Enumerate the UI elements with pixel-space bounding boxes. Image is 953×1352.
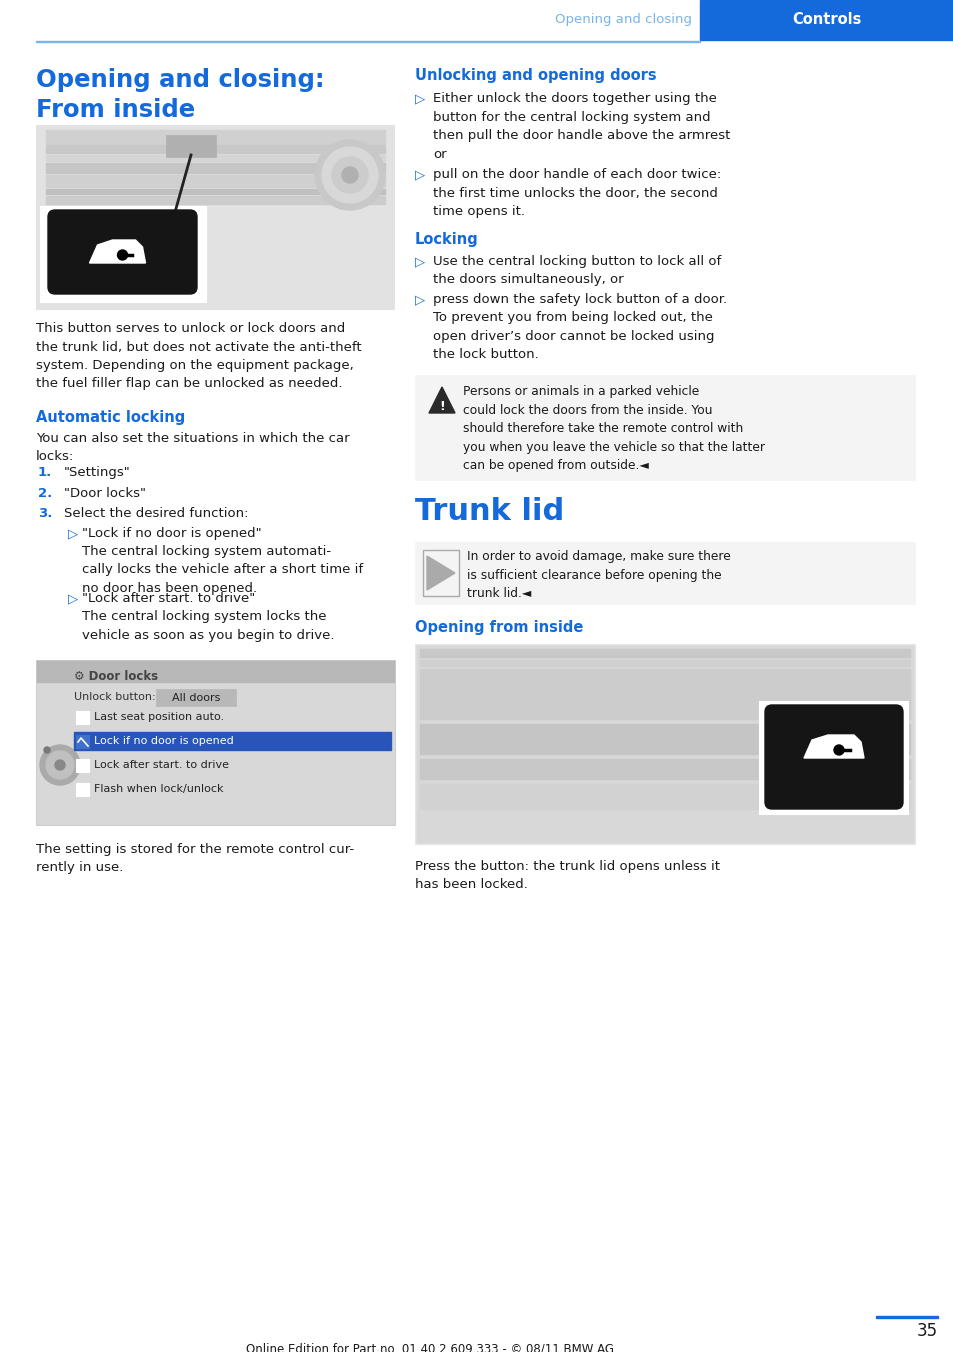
Bar [41,207,206,301]
Text: Opening and closing: Opening and closing [555,14,691,27]
Text: Lock after start. to drive: Lock after start. to drive [94,760,229,771]
Bar [76,735,89,748]
Bar [760,702,907,814]
Circle shape [55,760,65,771]
Text: "Door locks": "Door locks" [64,487,146,500]
Circle shape [322,147,377,203]
Bar [419,784,909,808]
Bar [37,661,394,823]
Bar [37,661,394,681]
Text: press down the safety lock button of a door.
To prevent you from being locked ou: press down the safety lock button of a d… [433,293,726,361]
Circle shape [332,157,368,193]
Polygon shape [90,241,146,264]
Text: Use the central locking button to lock all of
the doors simultaneously, or: Use the central locking button to lock a… [433,256,720,287]
Text: Press the button: the trunk lid opens unless it
has been locked.: Press the button: the trunk lid opens un… [415,860,720,891]
Text: All doors: All doors [172,694,220,703]
Text: From inside: From inside [36,97,195,122]
Text: Opening and closing:: Opening and closing: [36,68,324,92]
Bar [419,649,909,657]
Bar [36,41,700,42]
Text: 2.: 2. [38,487,52,500]
Text: ▷: ▷ [415,293,425,306]
Bar [416,646,912,842]
Bar [419,669,909,719]
Bar [166,135,215,157]
Bar [46,164,385,173]
Bar [419,758,909,779]
Bar [419,725,909,754]
Bar [76,783,89,796]
Text: ▷: ▷ [415,168,425,181]
Text: "Lock if no door is opened": "Lock if no door is opened" [82,527,261,539]
Polygon shape [429,387,455,412]
Polygon shape [803,735,863,758]
Bar [700,0,953,41]
Text: The central locking system automati-
cally locks the vehicle after a short time : The central locking system automati- cal… [82,545,363,595]
Text: 1.: 1. [38,466,52,479]
Bar [422,550,458,596]
Text: In order to avoid damage, make sure there
is sufficient clearance before opening: In order to avoid damage, make sure ther… [467,550,730,600]
Circle shape [46,750,74,779]
Bar [46,189,385,193]
Bar [36,660,395,825]
Text: Unlocking and opening doors: Unlocking and opening doors [415,68,656,82]
Bar [46,155,385,161]
Text: Unlock button:: Unlock button: [74,692,155,702]
Circle shape [44,748,50,753]
Text: ▷: ▷ [68,527,78,539]
Text: !: ! [438,400,444,414]
Text: ▷: ▷ [415,92,425,105]
Polygon shape [427,556,455,589]
Text: 3.: 3. [38,507,52,521]
Bar [46,130,385,145]
Bar [36,124,395,310]
Text: ▷: ▷ [68,592,78,604]
Bar [46,145,385,153]
Text: "Lock after start. to drive": "Lock after start. to drive" [82,592,255,604]
Text: You can also set the situations in which the car
locks:: You can also set the situations in which… [36,433,349,464]
Circle shape [117,250,128,260]
Text: "Settings": "Settings" [64,466,131,479]
Text: The setting is stored for the remote control cur-
rently in use.: The setting is stored for the remote con… [36,844,354,875]
Circle shape [833,745,843,754]
Bar [415,542,914,604]
Text: Flash when lock/unlock: Flash when lock/unlock [94,784,223,794]
Text: ▷: ▷ [415,256,425,268]
Text: pull on the door handle of each door twice:
the first time unlocks the door, the: pull on the door handle of each door twi… [433,168,720,218]
Circle shape [314,141,385,210]
Circle shape [341,168,357,183]
Text: Controls: Controls [792,12,861,27]
Text: Trunk lid: Trunk lid [415,498,563,526]
Text: Either unlock the doors together using the
button for the central locking system: Either unlock the doors together using t… [433,92,730,161]
Text: Automatic locking: Automatic locking [36,410,185,425]
Text: Online Edition for Part no. 01 40 2 609 333 - © 08/11 BMW AG: Online Edition for Part no. 01 40 2 609 … [246,1343,614,1352]
Bar [76,711,89,725]
Text: Last seat position auto.: Last seat position auto. [94,713,224,722]
Text: This button serves to unlock or lock doors and
the trunk lid, but does not activ: This button serves to unlock or lock doo… [36,322,361,391]
Bar [415,375,914,480]
Text: Persons or animals in a parked vehicle
could lock the doors from the inside. You: Persons or animals in a parked vehicle c… [462,385,764,472]
Text: ⚙ Door locks: ⚙ Door locks [74,671,158,683]
Text: Opening from inside: Opening from inside [415,621,583,635]
Bar [415,644,914,844]
Bar [875,1315,937,1318]
Text: 35: 35 [916,1322,937,1340]
Bar [156,690,235,706]
Bar [419,660,909,667]
Bar [74,731,391,750]
Text: The central locking system locks the
vehicle as soon as you begin to drive.: The central locking system locks the veh… [82,610,335,641]
FancyBboxPatch shape [764,704,902,808]
Circle shape [40,745,80,786]
Bar [76,758,89,772]
Bar [46,196,385,204]
Text: Locking: Locking [415,233,478,247]
Text: Lock if no door is opened: Lock if no door is opened [94,735,233,746]
Bar [46,174,385,187]
Text: Select the desired function:: Select the desired function: [64,507,248,521]
FancyBboxPatch shape [48,210,196,293]
